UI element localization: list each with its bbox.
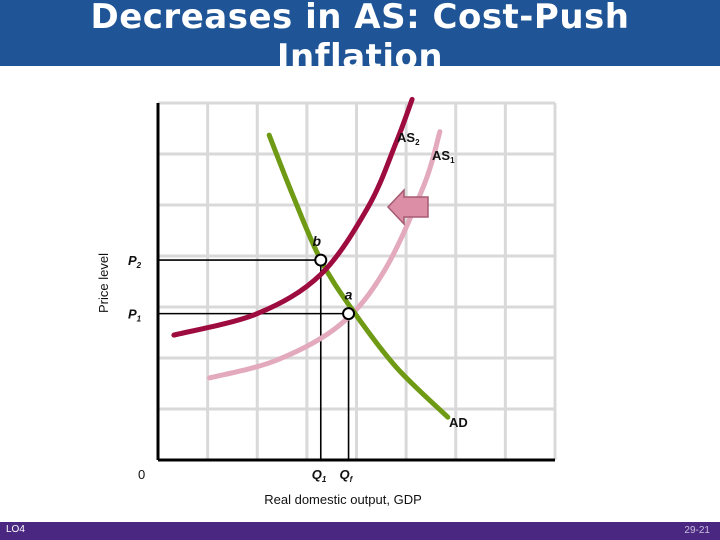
equilibrium-point-a xyxy=(342,307,356,321)
origin-label: 0 xyxy=(138,467,145,482)
x-axis-title: Real domestic output, GDP xyxy=(264,492,422,507)
quantity-label-q1: Q1 xyxy=(312,467,327,484)
y-axis-title: Price level xyxy=(96,253,111,313)
price-label-p1: P1 xyxy=(128,307,142,324)
grid-lines xyxy=(158,101,557,460)
learning-objective-label: LO4 xyxy=(6,524,25,535)
axes xyxy=(156,103,555,462)
curves xyxy=(171,96,451,420)
equilibrium-label-a: a xyxy=(345,287,353,303)
equilibrium-label-b: b xyxy=(312,233,321,249)
slide-number: 29-21 xyxy=(684,525,710,536)
shift-arrow-left xyxy=(386,188,429,226)
equilibrium-point-b xyxy=(314,253,328,267)
quantity-label-qf: Qf xyxy=(340,467,354,484)
curve-ad xyxy=(266,132,451,420)
curve-as2 xyxy=(171,96,415,338)
curve-label-as2: AS2 xyxy=(397,130,420,147)
slide-title: Decreases in AS: Cost-Push Inflation xyxy=(0,0,720,66)
curve-label-as1: AS1 xyxy=(432,148,455,165)
equilibrium-guides xyxy=(158,259,350,460)
slide-title-line-1: Decreases in AS: Cost-Push xyxy=(90,0,630,37)
price-label-p2: P2 xyxy=(128,253,142,270)
equilibrium-points xyxy=(314,253,356,321)
shift-arrow-layer xyxy=(386,188,429,226)
curve-label-ad: AD xyxy=(449,415,468,430)
footer-bar: LO4 29-21 xyxy=(0,522,720,540)
chart-labels: AS1 AS2 AD a b P1 P2 Q1 Qf 0 Real domestic output,… xyxy=(96,130,468,507)
slide-title-line-2: Inflation xyxy=(276,37,444,66)
title-bar: Decreases in AS: Cost-Push Inflation xyxy=(0,0,720,66)
curve-as1 xyxy=(207,129,443,381)
